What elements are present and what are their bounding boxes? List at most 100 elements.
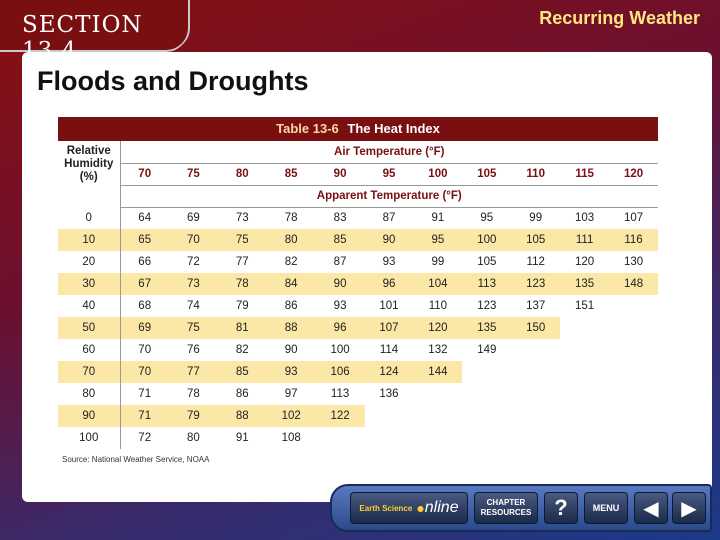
heat-index-cell: 71 (120, 405, 169, 427)
heat-index-cell: 93 (266, 361, 316, 383)
rh-label-line-1: Relative (66, 145, 111, 157)
heat-index-cell: 76 (186, 344, 200, 356)
humidity-cell: 70 (58, 361, 121, 383)
heat-index-cell: 71 (138, 388, 152, 400)
air-temp-header-cell: 70 (138, 168, 152, 180)
heat-index-cell: 72 (138, 432, 152, 444)
navigation-bar: Earth Science ● nline CHAPTER RESOURCES … (330, 484, 712, 532)
heat-index-cell: 144 (413, 361, 463, 383)
humidity-cell: 60 (58, 339, 121, 361)
table-row: 90 71 79 88 102 122 (58, 405, 658, 427)
heat-index-cell: 88 (266, 317, 316, 339)
heat-index-cell: 123 (477, 300, 497, 312)
heat-index-cell: 120 (413, 317, 463, 339)
heat-index-cell (413, 405, 462, 427)
heat-index-cell: 106 (315, 361, 365, 383)
heat-index-cell: 102 (266, 405, 316, 427)
heat-index-cell: 103 (575, 212, 595, 225)
heat-index-cell: 78 (217, 273, 267, 295)
heat-table-body: Relative Humidity (%) Air Temperature (°… (58, 141, 658, 449)
air-temp-header-cell: 105 (477, 168, 497, 180)
heat-index-cell: 75 (168, 317, 218, 339)
chapter-resources-line-2: RESOURCES (480, 508, 532, 517)
table-row: 50 69 75 81 88 96 107 120 135 150 (58, 317, 658, 339)
heat-index-cell (511, 427, 560, 449)
earth-science-online-button[interactable]: Earth Science ● nline (350, 492, 468, 524)
heat-index-cell: 91 (235, 432, 249, 444)
heat-index-cell: 88 (217, 405, 267, 427)
heat-index-cell: 107 (623, 212, 644, 225)
air-temp-header-cell: 120 (623, 168, 644, 180)
earth-science-label: Earth Science (359, 503, 413, 513)
heat-index-cell: 100 (462, 229, 512, 251)
heat-index-cell: 104 (413, 273, 463, 295)
heat-index-cell: 86 (235, 388, 249, 400)
heat-index-cell (462, 383, 511, 405)
table-title: The Heat Index (347, 121, 440, 136)
heat-index-cell (560, 405, 609, 427)
heat-index-cell: 135 (560, 273, 610, 295)
heat-index-cell: 79 (235, 300, 249, 312)
air-temp-header-cell: 110 (526, 168, 545, 180)
rh-label-line-3: (%) (79, 171, 98, 183)
heat-index-cell: 73 (168, 273, 218, 295)
heat-index-cell: 123 (511, 273, 561, 295)
humidity-cell: 100 (58, 427, 121, 449)
heat-index-cell: 85 (315, 229, 365, 251)
menu-button[interactable]: MENU (584, 492, 628, 524)
chapter-resources-button[interactable]: CHAPTER RESOURCES (474, 492, 538, 524)
globe-icon: ● (416, 500, 425, 516)
air-temp-header-cell: 85 (284, 168, 298, 180)
heat-index-cell: 112 (526, 256, 545, 268)
heat-index-cell: 108 (281, 432, 301, 444)
help-icon: ? (554, 495, 568, 520)
heat-index-cell (560, 339, 609, 361)
heat-index-cell: 78 (186, 388, 200, 400)
heat-index-cell (609, 295, 658, 317)
heat-index-cell: 79 (168, 405, 218, 427)
heat-index-cell: 101 (379, 300, 399, 312)
help-button[interactable]: ? (544, 492, 578, 524)
heat-index-cell: 80 (186, 432, 200, 444)
heat-index-cell: 78 (284, 212, 298, 225)
humidity-cell: 10 (58, 229, 121, 251)
humidity-cell: 0 (58, 207, 121, 229)
online-label: nline (424, 499, 459, 516)
heat-index-cell: 111 (560, 229, 610, 251)
heat-index-cell (560, 317, 609, 339)
topic-title: Recurring Weather (539, 8, 700, 28)
heat-index-table: Relative Humidity (%) Air Temperature (°… (58, 141, 658, 449)
table-row: 40 68 74 79 86 93 101 110 123 137 151 (58, 295, 658, 317)
slide-heading: Floods and Droughts (37, 66, 309, 96)
heat-index-cell: 132 (428, 344, 448, 356)
humidity-cell: 50 (58, 317, 121, 339)
table-row: 20 66 72 77 82 87 93 99 105 112 120 130 (58, 251, 658, 273)
heat-index-cell (609, 317, 658, 339)
heat-index-cell: 64 (138, 212, 152, 225)
heat-index-cell: 116 (609, 229, 658, 251)
heat-index-cell: 93 (382, 256, 396, 268)
heat-index-cell: 70 (138, 344, 152, 356)
humidity-cell: 90 (58, 405, 121, 427)
next-button[interactable]: ▶ (672, 492, 706, 524)
table-row: 30 67 73 78 84 90 96 104 113 123 135 148 (58, 273, 658, 295)
air-temp-header-cell: 95 (382, 168, 396, 180)
table-row: 60 70 76 82 90 100 114 132 149 (58, 339, 658, 361)
heat-index-cell (365, 427, 414, 449)
heat-index-cell (413, 427, 462, 449)
air-temp-header-cell: 75 (186, 168, 200, 180)
heat-index-cell: 73 (235, 212, 249, 225)
apparent-temp-header-row: Apparent Temperature (°F) (58, 184, 658, 208)
heat-index-cell: 99 (431, 256, 445, 268)
air-temp-header-row: Relative Humidity (%) Air Temperature (°… (58, 141, 658, 207)
rh-label-line-2: Humidity (64, 158, 114, 170)
table-title-bar: Table 13-6 The Heat Index (58, 117, 658, 141)
heat-index-cell: 68 (138, 300, 152, 312)
heat-index-cell (609, 339, 658, 361)
heat-index-cell (462, 427, 511, 449)
heat-index-cell (413, 383, 462, 405)
heat-index-cell: 137 (526, 300, 546, 312)
previous-button[interactable]: ◀ (634, 492, 668, 524)
heat-index-cell: 82 (284, 256, 298, 268)
air-temp-header-cell: 115 (575, 168, 594, 180)
